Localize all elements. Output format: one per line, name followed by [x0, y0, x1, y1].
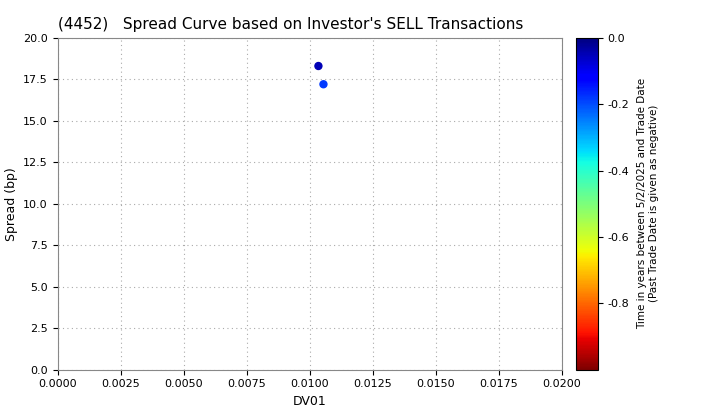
X-axis label: DV01: DV01	[293, 395, 326, 408]
Text: (4452)   Spread Curve based on Investor's SELL Transactions: (4452) Spread Curve based on Investor's …	[58, 18, 523, 32]
Point	[318, 81, 329, 88]
Y-axis label: Time in years between 5/2/2025 and Trade Date
(Past Trade Date is given as negat: Time in years between 5/2/2025 and Trade…	[637, 78, 659, 329]
Point	[312, 63, 324, 69]
Y-axis label: Spread (bp): Spread (bp)	[4, 167, 17, 241]
